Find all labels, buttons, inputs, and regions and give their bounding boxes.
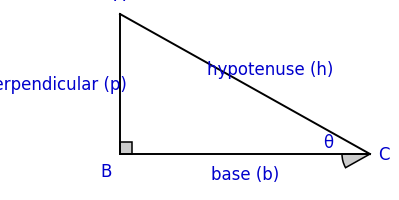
Text: perpendicular (p): perpendicular (p) <box>0 76 127 94</box>
Polygon shape <box>120 142 132 154</box>
Text: base (b): base (b) <box>211 165 279 183</box>
Text: A: A <box>114 0 126 5</box>
Text: C: C <box>378 145 389 163</box>
Wedge shape <box>342 154 370 168</box>
Text: B: B <box>101 162 112 180</box>
Text: hypotenuse (h): hypotenuse (h) <box>207 61 333 79</box>
Text: θ: θ <box>323 133 333 151</box>
